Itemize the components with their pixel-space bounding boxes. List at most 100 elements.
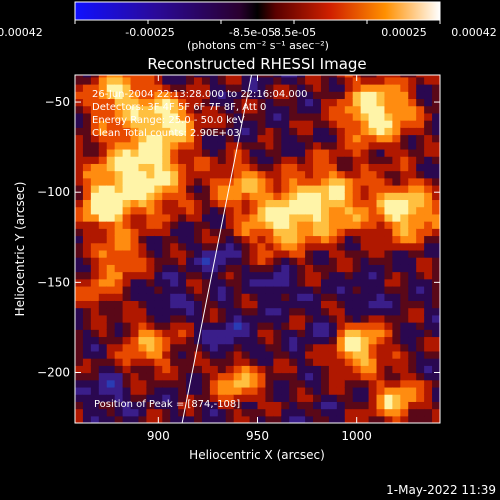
heatmap-cell: [249, 401, 259, 410]
heatmap-cell: [281, 386, 290, 395]
heatmap-cell: [344, 235, 354, 244]
heatmap-cell: [257, 394, 267, 402]
heatmap-cell: [186, 343, 195, 352]
heatmap-cell: [217, 75, 227, 78]
heatmap-cell: [424, 206, 433, 215]
heatmap-cell: [328, 408, 338, 417]
heatmap-cell: [106, 415, 116, 423]
heatmap-cell: [138, 293, 148, 301]
heatmap-cell: [194, 163, 203, 172]
heatmap-cell: [209, 343, 219, 352]
heatmap-cell: [281, 343, 290, 352]
heatmap-cell: [368, 105, 378, 114]
heatmap-cell: [289, 271, 298, 280]
heatmap-cell: [162, 84, 171, 92]
heatmap-cell: [162, 156, 171, 164]
heatmap-cell: [233, 350, 243, 359]
heatmap-cell: [122, 192, 132, 201]
heatmap-cell: [122, 91, 132, 100]
heatmap-cell: [106, 221, 116, 229]
heatmap-cell: [320, 285, 330, 294]
heatmap-cell: [265, 249, 274, 258]
heatmap-cell: [313, 278, 322, 287]
heatmap-cell: [217, 134, 227, 143]
heatmap-cell: [162, 91, 171, 100]
heatmap-cell: [424, 213, 433, 222]
annotation-time-range: 26-Jun-2004 22:13:28.000 to 22:16:04.000: [92, 89, 308, 100]
heatmap-cell: [257, 300, 267, 309]
heatmap-cell: [352, 322, 362, 330]
heatmap-cell: [273, 365, 282, 374]
heatmap-cell: [249, 300, 259, 309]
x-tick-label: 1000: [341, 429, 372, 443]
heatmap-cell: [336, 91, 346, 100]
heatmap-cell: [106, 350, 116, 359]
heatmap-cell: [320, 307, 330, 316]
heatmap-cell: [122, 127, 132, 136]
heatmap-cell: [297, 120, 306, 128]
heatmap-cell: [186, 257, 195, 265]
heatmap-cell: [106, 134, 116, 143]
heatmap-cell: [257, 285, 267, 294]
heatmap-cell: [178, 401, 187, 410]
heatmap-cell: [82, 199, 92, 208]
heatmap-cell: [170, 343, 179, 352]
heatmap-cell: [90, 379, 100, 388]
heatmap-cell: [178, 408, 187, 417]
heatmap-cell: [297, 213, 306, 222]
heatmap-cell: [376, 343, 386, 352]
heatmap-cell: [98, 141, 108, 150]
heatmap-cell: [281, 235, 290, 244]
heatmap-cell: [82, 285, 92, 294]
heatmap-cell: [114, 350, 124, 359]
heatmap-cell: [265, 134, 274, 143]
heatmap-cell: [194, 75, 203, 78]
heatmap-cell: [98, 278, 108, 287]
heatmap-cell: [328, 206, 338, 215]
heatmap-cell: [384, 127, 393, 136]
heatmap-cell: [146, 257, 155, 265]
heatmap-cell: [400, 394, 409, 402]
heatmap-cell: [75, 206, 84, 215]
heatmap-cell: [289, 184, 298, 193]
heatmap-cell: [138, 235, 148, 244]
heatmap-cell: [186, 300, 195, 309]
heatmap-cell: [201, 271, 211, 280]
heatmap-cell: [320, 127, 330, 136]
heatmap-cell: [432, 177, 440, 186]
heatmap-cell: [178, 379, 187, 388]
heatmap-cell: [162, 300, 171, 309]
heatmap-cell: [154, 235, 163, 244]
heatmap-cell: [273, 184, 282, 193]
heatmap-cell: [384, 235, 393, 244]
heatmap-cell: [376, 213, 386, 222]
heatmap-cell: [146, 134, 155, 143]
heatmap-cell: [162, 184, 171, 193]
heatmap-cell: [297, 163, 306, 172]
heatmap-cell: [90, 264, 100, 273]
heatmap-cell: [162, 112, 171, 121]
heatmap-cell: [225, 329, 235, 338]
heatmap-cell: [289, 98, 298, 107]
heatmap-cell: [154, 249, 163, 258]
heatmap-cell: [313, 242, 322, 251]
heatmap-cell: [209, 314, 219, 323]
heatmap-cell: [146, 329, 155, 338]
heatmap-cell: [400, 177, 409, 186]
heatmap-cell: [82, 372, 92, 381]
heatmap-cell: [424, 257, 433, 265]
heatmap-cell: [289, 112, 298, 121]
heatmap-cell: [344, 249, 354, 258]
heatmap-cell: [201, 98, 211, 107]
heatmap-cell: [344, 120, 354, 128]
heatmap-cell: [320, 105, 330, 114]
heatmap-cell: [122, 365, 132, 374]
heatmap-cell: [225, 278, 235, 287]
heatmap-cell: [209, 98, 219, 107]
heatmap-cell: [233, 235, 243, 244]
heatmap-cell: [408, 329, 417, 338]
heatmap-cell: [162, 163, 171, 172]
heatmap-cell: [368, 394, 378, 402]
heatmap-cell: [217, 271, 227, 280]
heatmap-cell: [162, 293, 171, 301]
